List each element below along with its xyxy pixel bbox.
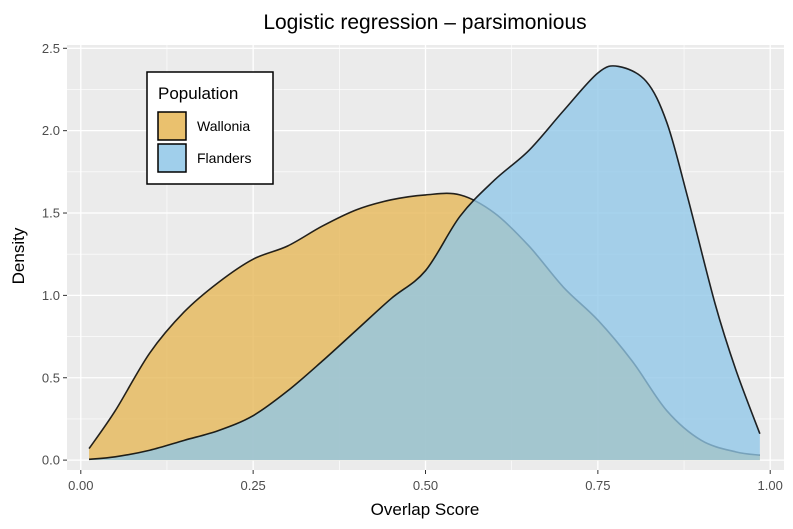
density-areas [88, 65, 761, 461]
legend: Population Wallonia Flanders [146, 71, 274, 185]
y-axis-ticks: 0.0 0.5 1.0 1.5 2.0 2.5 [42, 41, 67, 468]
x-tick-label: 0.75 [585, 478, 610, 493]
y-tick-label: 0.0 [42, 453, 60, 468]
x-tick-label: 0.25 [240, 478, 265, 493]
density-area-flanders [89, 65, 760, 461]
legend-items: Wallonia Flanders [157, 111, 251, 173]
chart-title: Logistic regression – parsimonious [263, 11, 586, 34]
x-axis-ticks: 0.00 0.25 0.50 0.75 1.00 [68, 470, 783, 493]
y-axis-title: Density [9, 227, 28, 284]
y-tick-label: 0.5 [42, 370, 60, 385]
x-axis-title: Overlap Score [371, 500, 480, 519]
x-tick-label: 0.50 [413, 478, 438, 493]
legend-label-flanders: Flanders [197, 150, 251, 166]
legend-label-wallonia: Wallonia [197, 118, 250, 134]
legend-key-flanders [157, 143, 187, 173]
legend-title: Population [158, 84, 238, 103]
y-tick-label: 1.0 [42, 288, 60, 303]
y-tick-label: 2.5 [42, 41, 60, 56]
x-tick-label: 0.00 [68, 478, 93, 493]
density-outline-flanders [88, 65, 761, 461]
legend-key-wallonia [157, 111, 187, 141]
y-tick-label: 2.0 [42, 123, 60, 138]
x-tick-label: 1.00 [758, 478, 783, 493]
y-tick-label: 1.5 [42, 206, 60, 221]
